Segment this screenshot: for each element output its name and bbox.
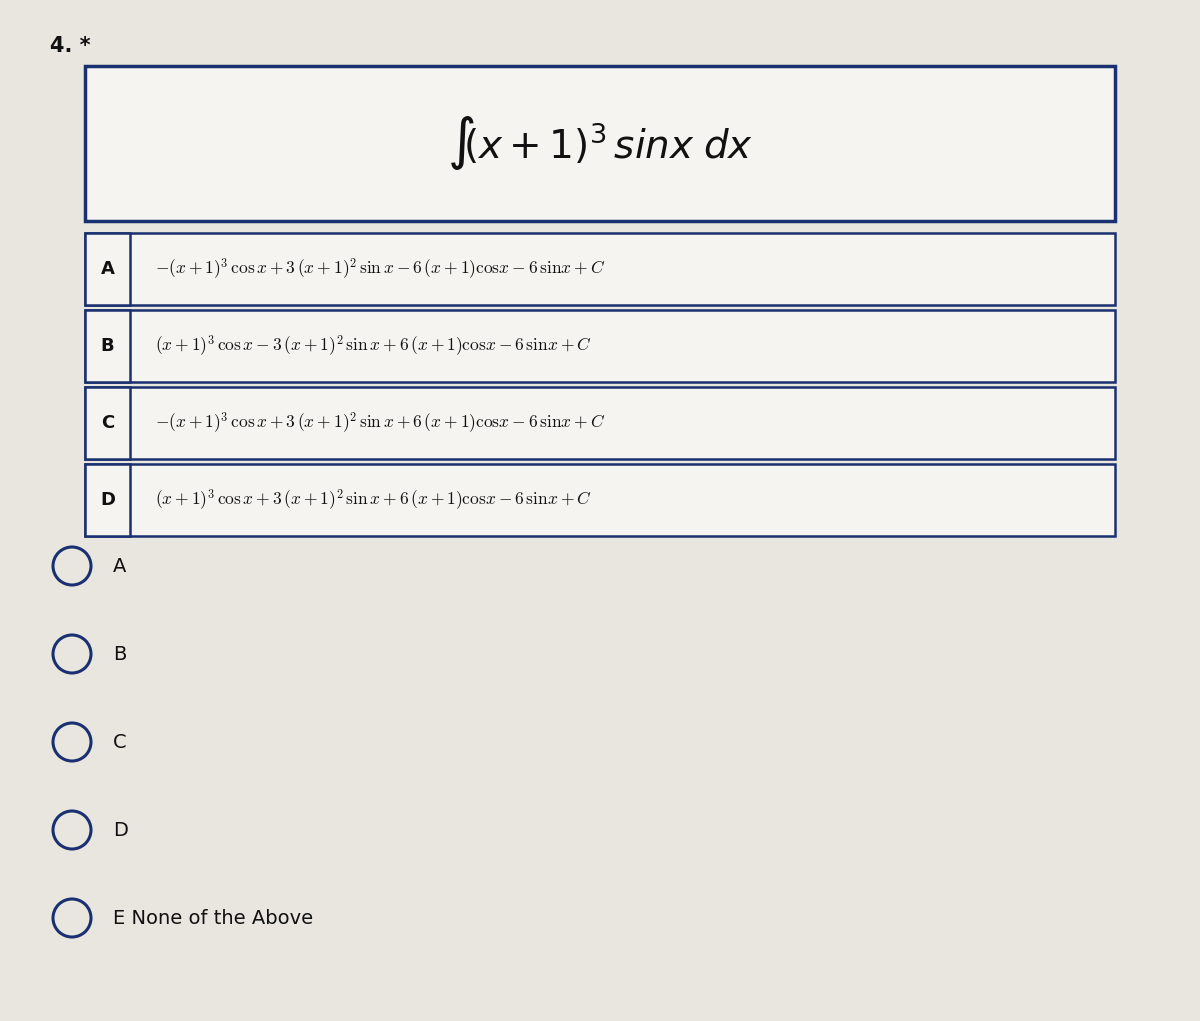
Text: $(x+1)^3\,\mathrm{cos}\,x+3\,(x+1)^2\,\mathrm{sin}\,x+6\,(x+1)\mathrm{cos}x-6\,\: $(x+1)^3\,\mathrm{cos}\,x+3\,(x+1)^2\,\m… bbox=[155, 487, 592, 513]
Text: $\int\!\!(x+1)^3\,\mathbf{\mathit{sinx}}\;\mathbf{\mathit{dx}}$: $\int\!\!(x+1)^3\,\mathbf{\mathit{sinx}}… bbox=[446, 114, 754, 173]
Text: B: B bbox=[113, 644, 126, 664]
Text: C: C bbox=[101, 414, 114, 432]
Bar bbox=[85, 233, 1115, 305]
Bar bbox=[85, 233, 130, 305]
Text: D: D bbox=[100, 491, 115, 509]
Text: D: D bbox=[113, 821, 128, 839]
Bar bbox=[85, 310, 130, 382]
Text: A: A bbox=[101, 260, 114, 278]
Text: $-(x+1)^3\,\mathrm{cos}\,x+3\,(x+1)^2\,\mathrm{sin}\,x+6\,(x+1)\mathrm{cos}x-6\,: $-(x+1)^3\,\mathrm{cos}\,x+3\,(x+1)^2\,\… bbox=[155, 410, 605, 436]
Bar bbox=[85, 387, 1115, 459]
Bar bbox=[85, 464, 1115, 536]
Text: A: A bbox=[113, 556, 126, 576]
Bar bbox=[85, 464, 130, 536]
Text: B: B bbox=[101, 337, 114, 355]
Bar bbox=[85, 310, 1115, 382]
Text: $-(x+1)^3\,\mathrm{cos}\,x+3\,(x+1)^2\,\mathrm{sin}\,x-6\,(x+1)\mathrm{cos}x-6\,: $-(x+1)^3\,\mathrm{cos}\,x+3\,(x+1)^2\,\… bbox=[155, 256, 605, 282]
Text: 4. *: 4. * bbox=[50, 36, 91, 56]
Text: $(x+1)^3\,\mathrm{cos}\,x-3\,(x+1)^2\,\mathrm{sin}\,x+6\,(x+1)\mathrm{cos}x-6\,\: $(x+1)^3\,\mathrm{cos}\,x-3\,(x+1)^2\,\m… bbox=[155, 334, 592, 358]
Bar bbox=[85, 387, 130, 459]
Text: C: C bbox=[113, 732, 127, 751]
Bar bbox=[85, 66, 1115, 221]
Text: E None of the Above: E None of the Above bbox=[113, 909, 313, 927]
